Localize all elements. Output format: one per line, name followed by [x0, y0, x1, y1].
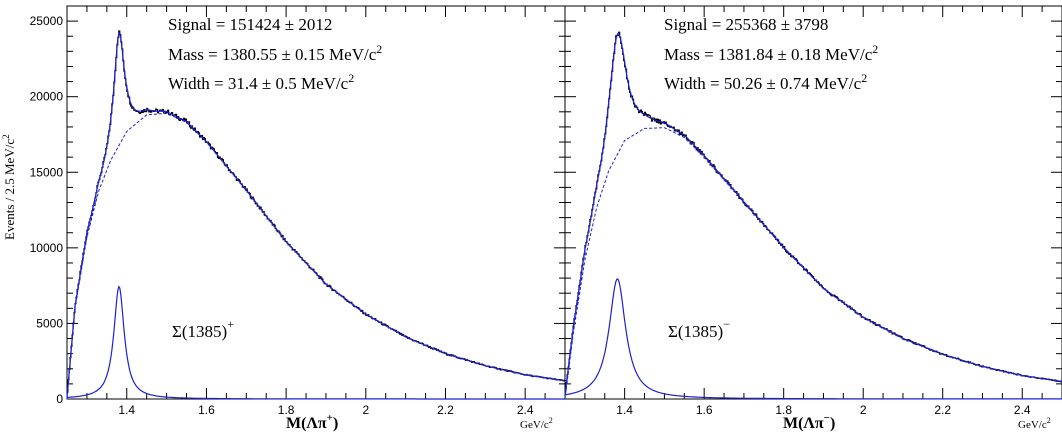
x-tick-label: 2.4	[517, 403, 534, 417]
signal-curve	[66, 285, 565, 400]
background-curve	[564, 127, 1062, 400]
x-tick-label: 2.4	[1014, 403, 1031, 417]
panel-plus-x-unit: GeV/c2	[520, 416, 553, 431]
panel-minus-frame	[564, 5, 1062, 400]
panel-plus: 1.4 1.6 1.8 2 2.2 2.4 0 5000 10000 15000 20000 250…	[30, 5, 566, 432]
panel-plus-x-axis-label: M(Λπ+)	[286, 412, 338, 432]
panel-plus-signal-text: Signal = 151424 ± 2012	[168, 15, 332, 34]
total-fit-curve	[564, 32, 1062, 395]
x-tick-label: 1.4	[118, 403, 135, 417]
panel-plus-mass-text: Mass = 1380.55 ± 0.15 MeV/c2	[168, 42, 382, 64]
x-tick-label: 1.6	[198, 403, 215, 417]
panel-minus-particle-label: Σ(1385)−	[668, 317, 730, 341]
panel-minus-xticks: 1.4 1.6 1.8 2 2.2 2.4	[564, 6, 1062, 417]
x-tick-label: 1.4	[616, 403, 633, 417]
x-tick-label: 1.8	[278, 403, 295, 417]
background-curve	[66, 112, 566, 400]
panel-plus-particle-label: Σ(1385)+	[172, 317, 234, 341]
x-tick-label: 2	[362, 403, 369, 417]
panel-minus-width-text: Width = 50.26 ± 0.74 MeV/c2	[664, 71, 867, 93]
panel-minus-curves	[564, 31, 1062, 400]
panel-plus-width-text: Width = 31.4 ± 0.5 MeV/c2	[168, 71, 354, 93]
panel-minus: 1.4 1.6 1.8 2 2.2 2.4 Signal = 255368 ± 3798 …	[564, 5, 1062, 432]
panel-minus-signal-text: Signal = 255368 ± 3798	[664, 15, 828, 34]
y-tick-label: 15000	[30, 165, 64, 179]
x-tick-label: 1.6	[696, 403, 713, 417]
signal-curve	[564, 278, 1062, 400]
panel-minus-x-axis-label: M(Λπ−)	[783, 412, 835, 432]
y-axis-label: Events / 2.5 MeV/c2	[1, 134, 17, 240]
y-tick-label: 5000	[36, 316, 63, 330]
y-tick-label: 25000	[30, 14, 64, 28]
panel-plus-yticks: 0 5000 10000 15000 20000 25000	[30, 5, 565, 406]
total-fit-curve	[66, 32, 566, 398]
x-tick-label: 2.2	[934, 403, 951, 417]
panel-minus-yticks	[565, 5, 1062, 400]
y-tick-label: 20000	[30, 90, 64, 104]
panel-minus-x-unit: GeV/c2	[1018, 416, 1051, 431]
x-tick-label: 1.8	[775, 403, 792, 417]
y-tick-label: 10000	[30, 241, 64, 255]
x-tick-label: 2.2	[437, 403, 454, 417]
x-tick-label: 2	[860, 403, 867, 417]
panel-plus-frame	[66, 5, 566, 400]
panel-plus-xticks: 1.4 1.6 1.8 2 2.2 2.4	[66, 6, 566, 417]
panel-plus-curves	[66, 30, 566, 400]
panel-minus-mass-text: Mass = 1381.84 ± 0.18 MeV/c2	[664, 42, 878, 64]
y-tick-label: 0	[56, 392, 63, 406]
